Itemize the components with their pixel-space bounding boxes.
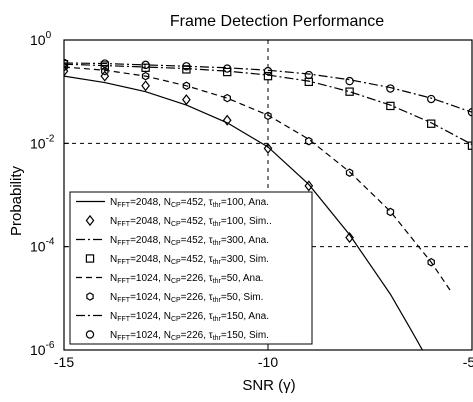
series-5 [64, 66, 453, 293]
circle-marker [85, 330, 95, 339]
legend-label: NFFT=1024, NCP=226, τthr=50, Ana. [110, 273, 263, 285]
legend: NFFT=2048, NCP=452, τthr=100, Ana. NFFT=2… [69, 191, 313, 345]
legend-label: NFFT=2048, NCP=452, τthr=100, Ana. [110, 197, 269, 209]
x-tick-label: -5 [463, 354, 473, 370]
legend-label: NFFT=1024, NCP=226, τthr=150, Sim. [110, 330, 269, 342]
hexagon-marker [345, 168, 354, 178]
square-marker [223, 67, 232, 77]
series-line [64, 62, 472, 113]
legend-label: NFFT=1024, NCP=226, τthr=50, Sim. [110, 292, 263, 304]
hexagon-marker [141, 71, 150, 81]
circle-marker [100, 59, 110, 68]
y-tick-label: 10-6 [30, 340, 55, 358]
plot-data [64, 58, 472, 350]
hexagon-marker [223, 93, 231, 103]
x-tick-label: -10 [258, 354, 278, 370]
legend-label: NFFT=1024, NCP=226, τthr=150, Ana. [110, 311, 269, 323]
hexagon-marker [305, 136, 313, 146]
circle-marker [304, 70, 313, 80]
y-tick-label: 10-4 [30, 237, 55, 255]
diamond-marker [182, 94, 191, 106]
y-axis-label: Probability [8, 165, 25, 236]
circle-marker [141, 60, 150, 70]
square-marker [141, 63, 150, 72]
diamond-marker [263, 142, 273, 154]
chart-title: Frame Detection Performance [170, 13, 384, 30]
diamond-marker [100, 70, 110, 82]
circle-marker [345, 76, 354, 86]
hexagon-marker [264, 111, 272, 121]
square-marker [263, 71, 273, 81]
hexagon-marker [86, 292, 94, 301]
series-8 [64, 58, 472, 117]
diamond-marker [85, 214, 95, 227]
circle-marker [182, 62, 191, 71]
series-line [64, 75, 424, 350]
square-marker [345, 87, 354, 96]
circle-marker [222, 64, 232, 73]
series-1 [64, 75, 424, 350]
circle-marker [427, 94, 436, 104]
hexagon-marker [427, 257, 435, 267]
square-marker [427, 119, 436, 128]
legend-box [69, 191, 313, 345]
hexagon-marker [386, 207, 395, 217]
square-marker [386, 101, 395, 111]
legend-label: NFFT=2048, NCP=452, τthr=300, Sim. [110, 254, 269, 266]
series-7 [64, 62, 472, 113]
diamond-marker [222, 114, 232, 126]
circle-marker [263, 66, 273, 76]
x-axis-label: SNR (γ) [242, 377, 295, 394]
diamond-marker [141, 80, 150, 92]
square-marker [304, 77, 314, 87]
square-marker [85, 254, 95, 263]
diamond-marker [345, 231, 354, 244]
legend-label: NFFT=2048, NCP=452, τthr=100, Sim.. [110, 216, 272, 228]
x-tick-label: -15 [54, 354, 74, 370]
hexagon-marker [101, 66, 109, 76]
diamond-marker [304, 180, 314, 192]
legend-label: NFFT=2048, NCP=452, τthr=300, Ana. [110, 235, 269, 247]
y-tick-label: 100 [30, 30, 52, 48]
ticks: -15 -10 -5 100 10-2 10-4 10-6 [30, 30, 473, 370]
hexagon-marker [182, 81, 191, 91]
series-line [64, 66, 453, 293]
circle-marker [386, 84, 395, 93]
y-tick-label: 10-2 [30, 133, 55, 151]
